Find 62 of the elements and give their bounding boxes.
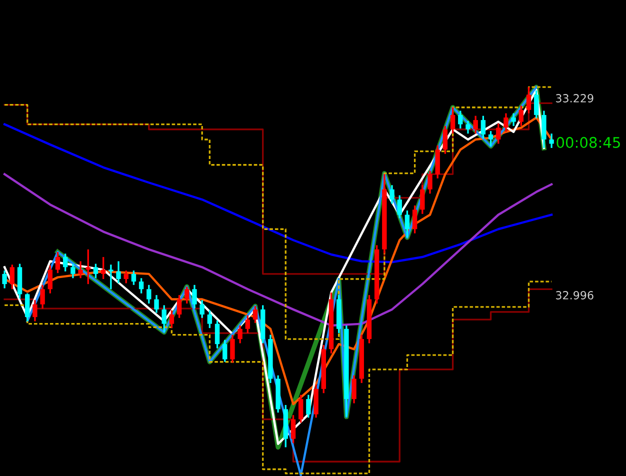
candlestick: [238, 324, 242, 344]
candlestick: [504, 112, 508, 133]
candlestick: [404, 210, 410, 238]
candlestick: [290, 414, 296, 444]
candlestick: [222, 339, 228, 363]
candlestick: [245, 314, 250, 334]
candlestick: [390, 184, 394, 205]
candlestick: [420, 184, 425, 215]
candlestick: [458, 110, 463, 130]
candlestick: [10, 264, 15, 290]
candlestick: [473, 114, 478, 134]
candlestick: [306, 394, 311, 418]
candlestick: [352, 374, 356, 404]
candlestick: [100, 256, 106, 280]
candlestick: [138, 277, 144, 294]
candlestick: [488, 130, 494, 148]
candlestick: [78, 260, 83, 279]
candlestick: [32, 299, 38, 322]
candlestick: [207, 309, 212, 329]
candlestick: [230, 334, 235, 364]
line-series: [3, 123, 553, 264]
candlestick: [62, 252, 68, 272]
candlestick: [93, 262, 98, 279]
candlestick: [511, 112, 516, 127]
candlestick: [480, 114, 486, 140]
candlestick: [40, 284, 45, 310]
candlestick: [192, 284, 197, 310]
candlestick: [298, 394, 304, 424]
candlestick: [2, 270, 7, 290]
candlestick: [24, 292, 30, 322]
candlestick: [162, 304, 166, 334]
candlestick: [450, 106, 456, 134]
candlestick: [518, 104, 524, 127]
candlestick: [428, 170, 432, 194]
line-series: [3, 173, 553, 327]
candlestick: [70, 262, 76, 279]
candlestick: [184, 286, 190, 304]
candlestick: [442, 125, 448, 155]
candlestick: [496, 122, 501, 145]
candlestick: [549, 132, 554, 149]
candlestick: [526, 86, 532, 114]
candlestick: [466, 120, 470, 134]
candlestick: [154, 294, 159, 314]
candlestick: [534, 90, 539, 120]
candlestick: [108, 264, 114, 290]
candlestick: [252, 305, 258, 324]
candlestick: [397, 194, 402, 219]
candlestick: [146, 284, 152, 304]
candlestick: [412, 204, 418, 234]
text: 00:08:45: [556, 136, 620, 148]
y-tick-label: 33.229: [556, 94, 594, 102]
candlestick: [169, 309, 174, 329]
candlestick: [48, 264, 52, 294]
candlestick: [124, 270, 128, 284]
candlestick: [200, 299, 204, 319]
candlestick: [214, 320, 220, 350]
candlestick: [131, 270, 136, 286]
candlestick: [86, 248, 90, 285]
candlestick: [176, 294, 182, 319]
candlestick: [116, 260, 121, 284]
candlestick: [55, 251, 60, 274]
y-tick-label: 32.996: [556, 291, 594, 300]
